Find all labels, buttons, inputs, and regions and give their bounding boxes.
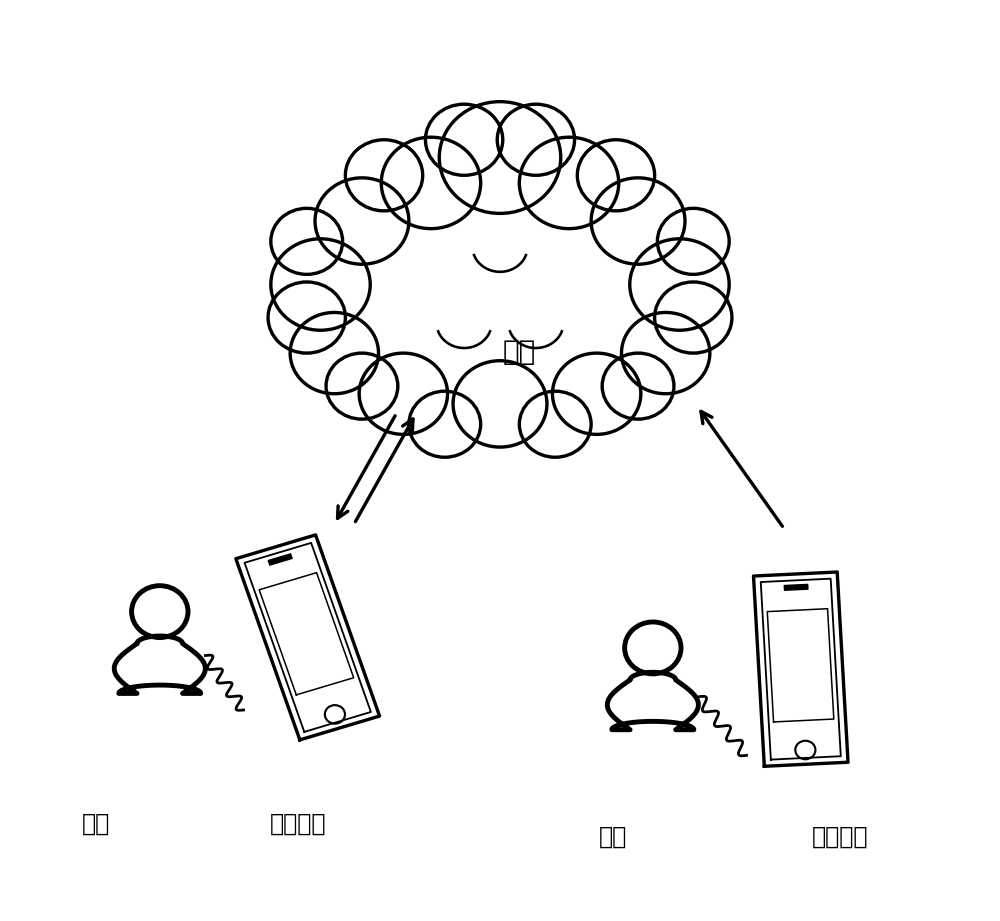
- Circle shape: [290, 312, 379, 394]
- Polygon shape: [767, 609, 834, 722]
- Circle shape: [409, 391, 481, 457]
- Circle shape: [271, 239, 370, 331]
- Circle shape: [381, 137, 481, 228]
- Circle shape: [268, 282, 345, 353]
- Circle shape: [657, 208, 729, 274]
- Circle shape: [602, 353, 674, 419]
- Text: 用户: 用户: [82, 811, 110, 835]
- Circle shape: [326, 353, 398, 419]
- Circle shape: [321, 132, 679, 462]
- Polygon shape: [236, 535, 380, 740]
- Text: 第一终端: 第一终端: [270, 811, 326, 835]
- Text: 用户: 用户: [599, 825, 628, 849]
- Text: 第二终端: 第二终端: [812, 825, 868, 849]
- Circle shape: [425, 104, 503, 175]
- Circle shape: [271, 208, 343, 274]
- Circle shape: [453, 361, 547, 447]
- Circle shape: [439, 101, 561, 214]
- Text: 网络: 网络: [503, 338, 536, 366]
- Polygon shape: [114, 636, 205, 694]
- Circle shape: [591, 178, 685, 264]
- Circle shape: [655, 282, 732, 353]
- Circle shape: [315, 178, 409, 264]
- Circle shape: [359, 353, 448, 435]
- Polygon shape: [784, 585, 808, 590]
- Circle shape: [552, 353, 641, 435]
- Circle shape: [497, 104, 575, 175]
- Polygon shape: [268, 554, 292, 565]
- Circle shape: [621, 312, 710, 394]
- Polygon shape: [259, 573, 354, 694]
- Circle shape: [630, 239, 729, 331]
- Circle shape: [345, 140, 423, 211]
- Polygon shape: [607, 672, 698, 729]
- Circle shape: [519, 391, 591, 457]
- Circle shape: [519, 137, 619, 228]
- Circle shape: [577, 140, 655, 211]
- Polygon shape: [753, 572, 848, 766]
